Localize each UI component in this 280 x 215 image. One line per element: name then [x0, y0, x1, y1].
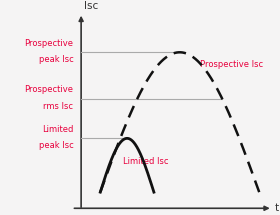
Text: rms Isc: rms Isc [43, 102, 73, 111]
Text: peak Isc: peak Isc [39, 55, 73, 64]
Text: Isc: Isc [84, 1, 98, 11]
Text: t: t [275, 203, 279, 213]
Text: Limited Isc: Limited Isc [123, 157, 169, 166]
Text: Prospective Isc: Prospective Isc [200, 60, 263, 69]
Text: Limited: Limited [42, 125, 73, 134]
Text: Prospective: Prospective [24, 85, 73, 94]
Text: Prospective: Prospective [24, 39, 73, 48]
Text: peak Isc: peak Isc [39, 141, 73, 150]
